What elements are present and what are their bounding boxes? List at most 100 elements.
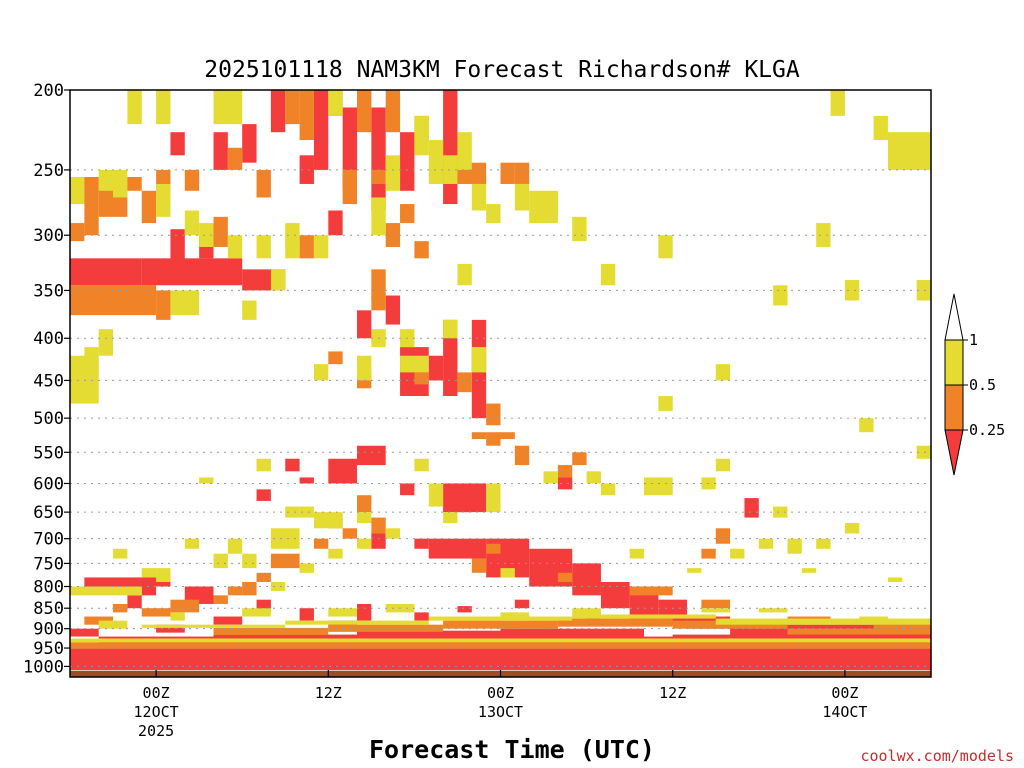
ri-cell-0.5-1 xyxy=(715,364,731,381)
ri-cell-0.25-0.5 xyxy=(270,553,300,569)
cells-layer xyxy=(70,90,931,677)
y-tick-label: 300 xyxy=(33,226,64,246)
x-tick-label: 00Z xyxy=(143,684,170,702)
ri-cell-0.25-0.5 xyxy=(471,432,487,440)
ri-cell-0-0.25 xyxy=(84,577,171,587)
ri-cell-0.5-1 xyxy=(572,614,716,619)
x-tick-label: 12Z xyxy=(315,684,342,702)
ri-cell-0.5-1 xyxy=(313,364,329,381)
ri-cell-0-0.25 xyxy=(514,599,530,609)
ri-cell-0-0.25 xyxy=(70,648,931,670)
ri-cell-0-0.25 xyxy=(285,458,300,472)
ri-cell-0.5-1 xyxy=(844,522,860,534)
ri-cell-0.25-0.5 xyxy=(385,90,401,133)
y-tick-label: 350 xyxy=(33,281,64,301)
ri-cell-0-0.25 xyxy=(744,498,759,518)
ri-cell-0.25-0.5 xyxy=(213,216,228,247)
ri-cell-0.5-1 xyxy=(242,300,257,320)
ri-cell-0-0.25 xyxy=(572,563,601,596)
ri-cell-0.5-1 xyxy=(428,483,444,507)
ri-cell-0.5-1 xyxy=(887,132,931,170)
ri-cell-0.5-1 xyxy=(414,115,429,156)
ri-cell-0.5-1 xyxy=(328,90,343,116)
ri-cell-0.5-1 xyxy=(156,90,171,125)
ri-cell-0.5-1 xyxy=(471,183,487,211)
ri-cell-0.5-1 xyxy=(328,608,357,617)
ri-cell-0-0.25 xyxy=(270,90,286,133)
ri-cell-0.5-1 xyxy=(313,235,329,259)
ri-cell-0.5-1 xyxy=(98,169,114,191)
x-tick-label: 00Z xyxy=(831,684,858,702)
ri-cell-0.25-0.5 xyxy=(486,432,501,446)
x-tick-label: 2025 xyxy=(138,722,174,740)
ri-cell-0.5-1 xyxy=(184,210,200,236)
ri-cell-0-0.25 xyxy=(242,124,257,163)
ri-cell-0.25-0.5 xyxy=(514,162,530,184)
ri-cell-0-0.25 xyxy=(328,458,357,484)
ri-cell-0.5-1 xyxy=(586,471,601,484)
ri-cell-0-0.25 xyxy=(357,310,372,339)
ri-cell-0.25-0.5 xyxy=(357,90,372,133)
ri-cell-0.25-0.5 xyxy=(84,616,114,625)
ri-cell-0.25-0.5 xyxy=(371,295,386,311)
ri-cell-0.5-1 xyxy=(715,458,731,472)
ri-cell-0.5-1 xyxy=(457,263,472,286)
ri-cell-0-0.25 xyxy=(357,445,386,466)
ri-cell-0.5-1 xyxy=(701,608,731,613)
ri-cell-0.5-1 xyxy=(428,616,573,621)
ri-cell-0.5-1 xyxy=(873,115,888,141)
ri-cell-0-0.25 xyxy=(299,155,314,184)
ri-cell-0.5-1 xyxy=(887,577,903,582)
ri-cell-0.5-1 xyxy=(113,169,128,198)
ri-cell-0.25-0.5 xyxy=(414,372,429,385)
ri-cell-0.5-1 xyxy=(859,616,888,621)
ri-cell-0.25-0.5 xyxy=(328,351,343,365)
ri-cell-0.5-1 xyxy=(357,512,372,523)
ri-cell-0.5-1 xyxy=(730,548,745,559)
colorbar-label: 1 xyxy=(969,331,978,349)
ri-cell-0.5-1 xyxy=(629,548,644,559)
ri-cell-0-0.25 xyxy=(313,90,329,170)
ri-cell-0-0.25 xyxy=(170,229,185,270)
x-axis-label: Forecast Time (UTC) xyxy=(369,735,655,764)
ri-cell-0.5-1 xyxy=(801,568,817,573)
y-tick-label: 750 xyxy=(33,554,64,574)
ri-cell-0.25-0.5 xyxy=(127,177,142,191)
ri-cell-0-0.25 xyxy=(457,500,472,513)
ri-cell-0.5-1 xyxy=(916,445,931,459)
y-tick-label: 250 xyxy=(33,161,64,181)
ri-cell-0.5-1 xyxy=(98,620,128,629)
ri-cell-0.25-0.5 xyxy=(371,269,386,301)
ri-cell-0.5-1 xyxy=(443,155,458,184)
ri-cell-0.25-0.5 xyxy=(371,169,386,184)
ri-cell-0.25-0.5 xyxy=(787,628,931,635)
ri-cell-0.25-0.5 xyxy=(256,572,271,582)
ri-cell-0-0.25 xyxy=(70,258,142,286)
ri-cell-0-0.25 xyxy=(213,616,243,625)
ri-cell-0.5-1 xyxy=(773,506,788,518)
colorbar-legend: 1 0.5 0.25 xyxy=(944,293,1005,476)
credit-text: coolwx.com/models xyxy=(860,747,1014,765)
ri-cell-0.5-1 xyxy=(816,538,831,549)
x-tick-label: 12OCT xyxy=(134,703,179,721)
ri-cell-0.5-1 xyxy=(600,263,616,286)
ri-cell-0-0.25 xyxy=(400,483,415,496)
y-tick-label: 500 xyxy=(33,409,64,429)
ri-cell-0.5-1 xyxy=(471,347,487,373)
ri-cell-0.5-1 xyxy=(285,223,300,247)
ri-cell-0.5-1 xyxy=(170,290,200,316)
ri-cell-0.5-1 xyxy=(371,197,386,236)
y-tick-label: 400 xyxy=(33,329,64,349)
ri-cell-0.5-1 xyxy=(443,319,458,339)
ri-cell-0.5-1 xyxy=(170,612,185,621)
ri-cell-0.5-1 xyxy=(242,608,271,617)
ri-cell-0.5-1 xyxy=(658,396,673,411)
ri-cell-0.5-1 xyxy=(385,155,401,191)
ri-cell-0.5-1 xyxy=(572,608,601,617)
ri-cell-0-0.25 xyxy=(428,355,444,381)
ri-cell-0.25-0.5 xyxy=(227,586,243,596)
ri-cell-0.25-0.5 xyxy=(572,452,587,466)
y-axis: 200 250 300 350 400 450 500 550 600 650 700 750 8008… xyxy=(23,81,70,677)
ri-cell-0.5-1 xyxy=(328,548,343,559)
ri-cell-0.25-0.5 xyxy=(84,177,99,211)
